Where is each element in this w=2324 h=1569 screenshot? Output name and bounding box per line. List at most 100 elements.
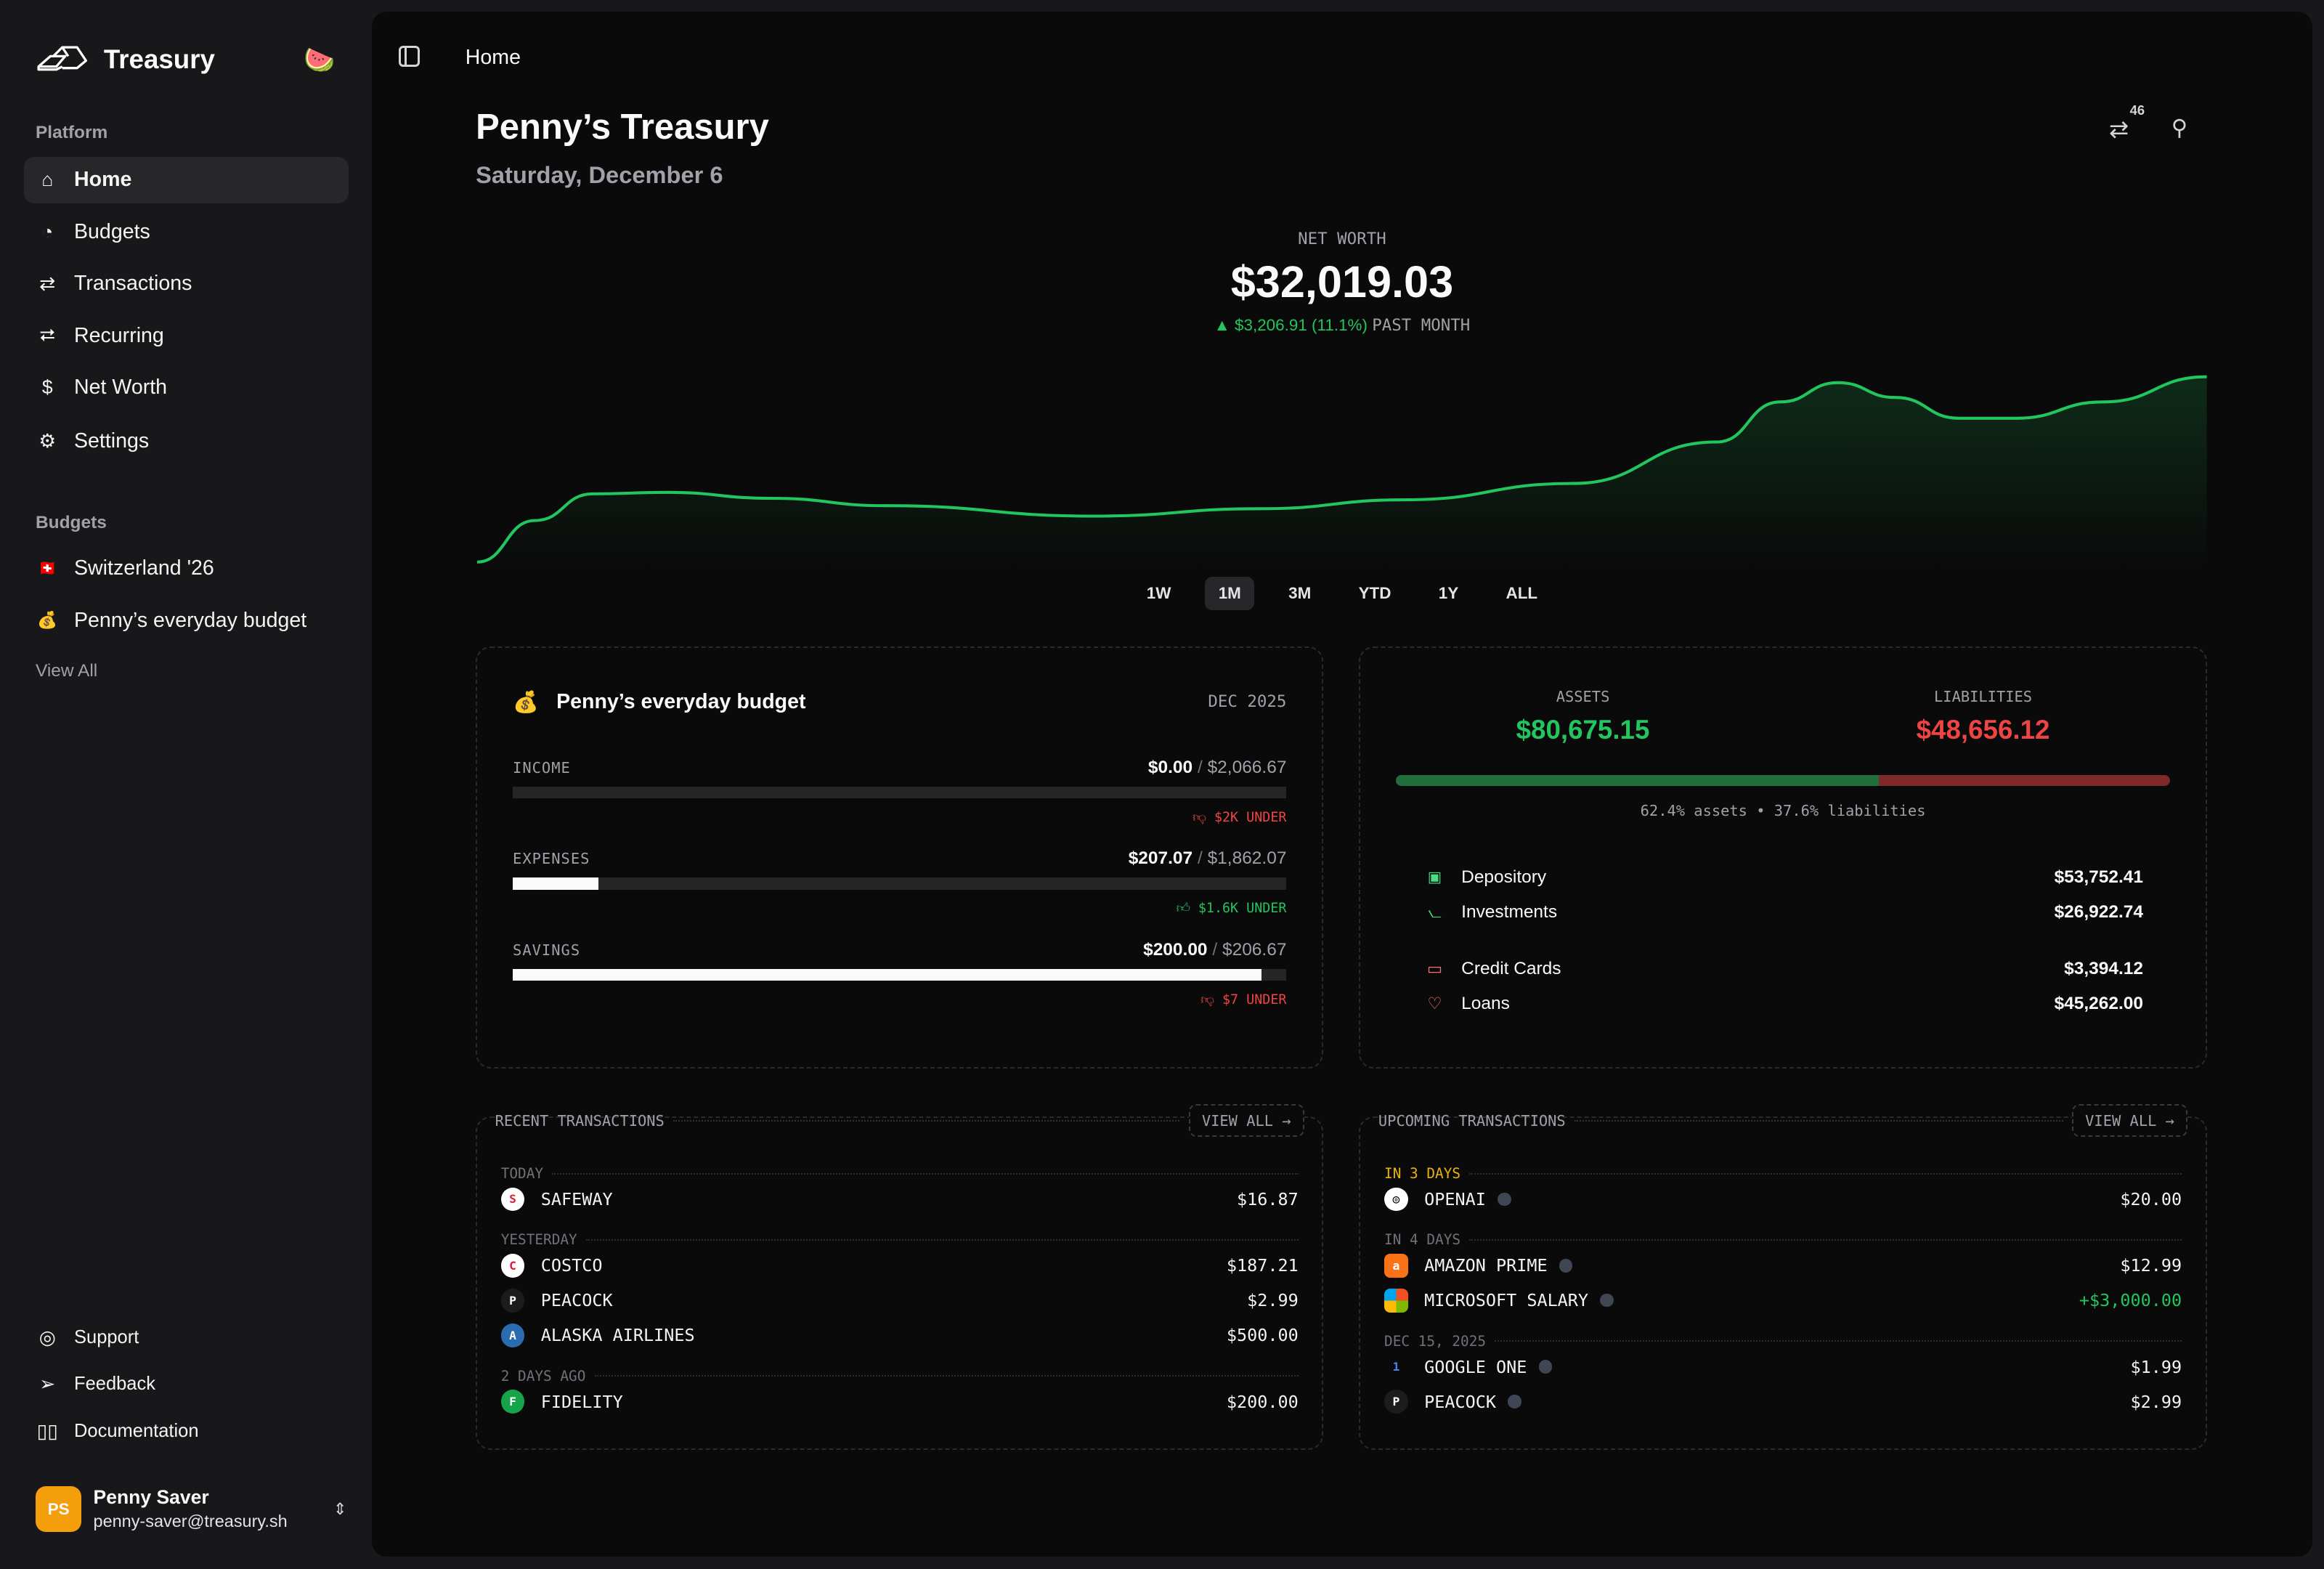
transaction-name: AMAZON PRIME [1424,1255,1548,1276]
transaction-group: DEC 15, 2025 [1384,1333,2182,1350]
account-credit-cards[interactable]: ▭ Credit Cards $3,394.12 [1423,952,2143,986]
transaction-amount: $500.00 [1226,1325,1299,1346]
range-1m[interactable]: 1M [1205,576,1255,611]
thumbs-down-icon: 👎︎ [1193,809,1206,825]
net-worth-icon: $ [41,376,53,399]
transaction-name: OPENAI [1424,1188,1486,1209]
app-logo[interactable]: Treasury [36,43,215,76]
sidebar-item-feedback[interactable]: ➢ Feedback [24,1361,349,1406]
group-label: TODAY [500,1165,544,1182]
transaction-row[interactable]: A ALASKA AIRLINES $500.00 [500,1318,1299,1353]
net-worth-chart[interactable] [477,353,2207,568]
account-label: Loans [1461,994,1510,1014]
transaction-name: GOOGLE ONE [1424,1356,1527,1377]
transaction-group: IN 3 DAYS [1384,1165,2182,1182]
transaction-amount: $200.00 [1226,1391,1299,1412]
alaska-airlines-logo-icon: A [500,1323,525,1347]
budget-row-expenses[interactable]: EXPENSES $207.07 / $1,862.07 👍︎ $1.6K UND… [513,848,1287,917]
liabilities-value: $48,656.12 [1916,714,2050,745]
sidebar-item-net-worth[interactable]: $ Net Worth [24,365,349,410]
sidebar-item-support[interactable]: ◎ Support [24,1315,349,1361]
group-label: 2 DAYS AGO [500,1367,586,1384]
budget-card[interactable]: 💰 Penny’s everyday budget DEC 2025 INCOME… [476,646,1324,1069]
budget-row-label: EXPENSES [513,850,590,868]
net-worth-label: NET WORTH [1298,230,1386,249]
transaction-name: COSTCO [540,1255,603,1276]
sidebar-item-settings[interactable]: ⚙ Settings [24,418,349,464]
budget-row-income[interactable]: INCOME $0.00 / $2,066.67 👎︎ $2K UNDER [513,757,1287,825]
sidebar-budget-switzerland[interactable]: 🇨🇭 Switzerland '26 [24,546,349,591]
amazon-prime-logo-icon: a [1384,1254,1408,1278]
transaction-row[interactable]: 1 GOOGLE ONE $1.99 [1384,1350,2182,1384]
range-ytd[interactable]: YTD [1358,584,1391,603]
transactions-sync-button[interactable]: ⇄ 46 [2109,102,2145,143]
watermelon-icon[interactable]: 🍉 [304,46,336,75]
sidebar-budget-everyday[interactable]: 💰 Penny’s everyday budget [24,597,349,643]
swiss-flag-icon: 🇨🇭 [38,561,57,577]
transaction-amount: +$3,000.00 [2079,1290,2182,1311]
sidebar-item-transactions[interactable]: ⇄ Transactions [24,261,349,307]
transaction-row[interactable]: a AMAZON PRIME $12.99 [1384,1248,2182,1283]
transaction-name: MICROSOFT SALARY [1424,1290,1589,1311]
peacock-logo-icon: P [500,1288,525,1313]
page-date: Saturday, December 6 [476,161,723,189]
filter-settings-button[interactable]: ⚲ [2171,115,2187,141]
arrows-icon: ⇄ [2109,115,2129,143]
transaction-group: IN 4 DAYS [1384,1231,2182,1248]
account-loans[interactable]: ♡ Loans $45,262.00 [1423,986,2143,1021]
sidebar-item-home[interactable]: ⌂ Home [23,157,349,203]
account-depository[interactable]: ▣ Depository $53,752.41 [1423,860,2143,895]
app-name: Treasury [103,44,215,74]
assets-liabilities-card[interactable]: ASSETS $80,675.15 LIABILITIES $48,656.12… [1359,646,2207,1069]
transaction-amount: $2.99 [2130,1391,2182,1412]
gold-bars-icon [37,46,87,71]
account-label: Credit Cards [1461,959,1561,979]
ratio-summary: 62.4% assets • 37.6% liabilities [1640,802,1926,819]
asset-ratio-fill [1396,775,1880,786]
group-label: IN 3 DAYS [1384,1165,1461,1182]
google-one-logo-icon: 1 [1384,1355,1408,1379]
chevrons-up-down-icon: ⇕ [333,1499,347,1518]
upcoming-view-all-button[interactable]: VIEW ALL → [2071,1104,2188,1137]
nav-label: Settings [74,429,150,453]
range-3m[interactable]: 3M [1288,584,1312,603]
user-menu[interactable]: PS Penny Saver penny-saver@treasury.sh ⇕ [35,1485,347,1533]
status-dot-icon [1508,1395,1521,1408]
budget-progress-bar [513,968,1287,981]
transaction-row[interactable]: C COSTCO $187.21 [500,1248,1299,1283]
transaction-row[interactable]: S SAFEWAY $16.87 [500,1182,1299,1217]
transaction-row[interactable]: P PEACOCK $2.99 [1384,1384,2182,1419]
sidebar-toggle-icon[interactable] [398,46,420,67]
fidelity-logo-icon: F [500,1390,525,1414]
support-icon: ◎ [38,1326,56,1349]
range-all[interactable]: ALL [1506,584,1538,603]
transaction-row[interactable]: MICROSOFT SALARY +$3,000.00 [1384,1283,2182,1318]
transaction-row[interactable]: ◎ OPENAI $20.00 [1384,1182,2182,1217]
budget-row-label: SAVINGS [513,941,581,959]
sidebar-item-recurring[interactable]: ⮂ Recurring [24,313,349,359]
sidebar-item-budgets[interactable]: ◔ Budgets [24,209,349,255]
transaction-name: SAFEWAY [540,1188,613,1209]
budgets-icon: ◔ [41,220,54,243]
sliders-icon: ⚲ [2171,115,2188,141]
budget-actual: $0.00 [1147,757,1193,777]
assets-label: ASSETS [1556,687,1610,705]
transaction-row[interactable]: P PEACOCK $2.99 [500,1283,1299,1318]
sidebar-item-documentation[interactable]: ▯▯ Documentation [24,1408,349,1454]
range-1y[interactable]: 1Y [1438,584,1459,603]
recent-view-all-button[interactable]: VIEW ALL → [1188,1104,1304,1137]
transaction-group: YESTERDAY [501,1231,1299,1248]
budget-actual: $200.00 [1143,939,1208,960]
range-1w[interactable]: 1W [1146,584,1171,603]
account-value: $53,752.41 [2054,867,2144,887]
budget-row-savings[interactable]: SAVINGS $200.00 / $206.67 👎︎ $7 UNDER [513,939,1287,1008]
transaction-group: 2 DAYS AGO [501,1368,1299,1384]
account-value: $3,394.12 [2064,959,2144,979]
transaction-row[interactable]: F FIDELITY $200.00 [500,1384,1299,1419]
view-all-budgets-link[interactable]: View All [35,661,98,681]
account-investments[interactable]: ⦦ Investments $26,922.74 [1423,895,2143,930]
assets-value: $80,675.15 [1516,714,1650,745]
peacock-logo-icon: P [1384,1390,1408,1414]
nav-label: Feedback [74,1373,155,1394]
